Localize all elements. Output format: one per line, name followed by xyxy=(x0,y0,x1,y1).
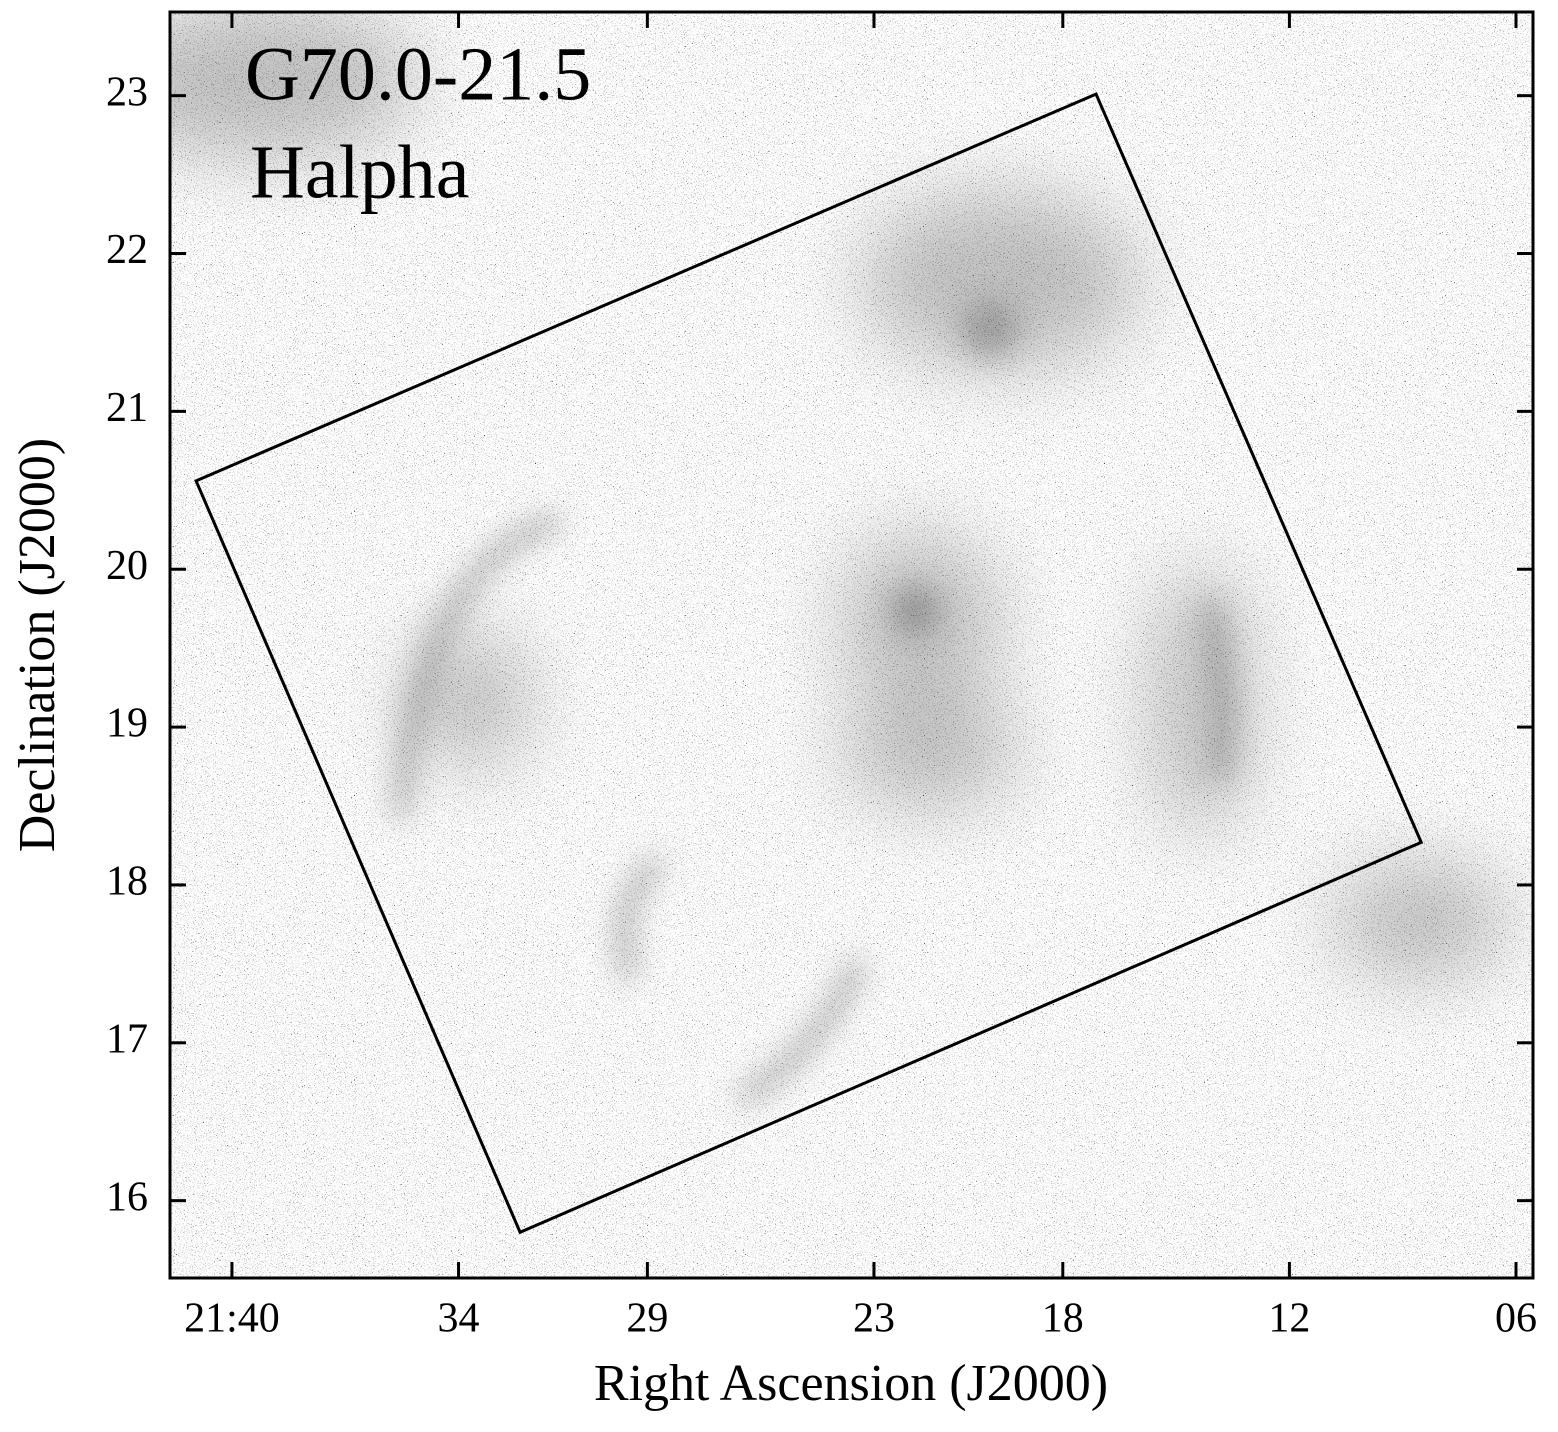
x-tick-label: 21:40 xyxy=(184,1296,280,1342)
x-tick-label: 18 xyxy=(1042,1296,1084,1342)
field-box xyxy=(194,92,1424,1235)
x-tick-label: 23 xyxy=(853,1296,895,1342)
y-axis-label: Declination (J2000) xyxy=(9,438,66,852)
chart-title: G70.0-21.5 xyxy=(245,32,591,116)
chart-subtitle: Halpha xyxy=(250,130,469,214)
y-tick-label: 20 xyxy=(106,543,148,589)
x-tick-label: 06 xyxy=(1495,1296,1537,1342)
plot-frame xyxy=(168,10,1535,1280)
x-tick-label: 34 xyxy=(438,1296,480,1342)
y-tick-label: 21 xyxy=(106,385,148,431)
y-tick-label: 22 xyxy=(106,227,148,273)
y-tick-label: 16 xyxy=(106,1174,148,1220)
x-axis-label: Right Ascension (J2000) xyxy=(594,1355,1108,1412)
y-tick-label: 18 xyxy=(106,859,148,905)
y-tick-label: 23 xyxy=(106,69,148,115)
y-tick-label: 19 xyxy=(106,701,148,747)
x-tick-label: 12 xyxy=(1268,1296,1310,1342)
y-tick-label: 17 xyxy=(106,1016,148,1062)
x-tick-label: 29 xyxy=(626,1296,668,1342)
sky-image xyxy=(170,12,1533,1278)
